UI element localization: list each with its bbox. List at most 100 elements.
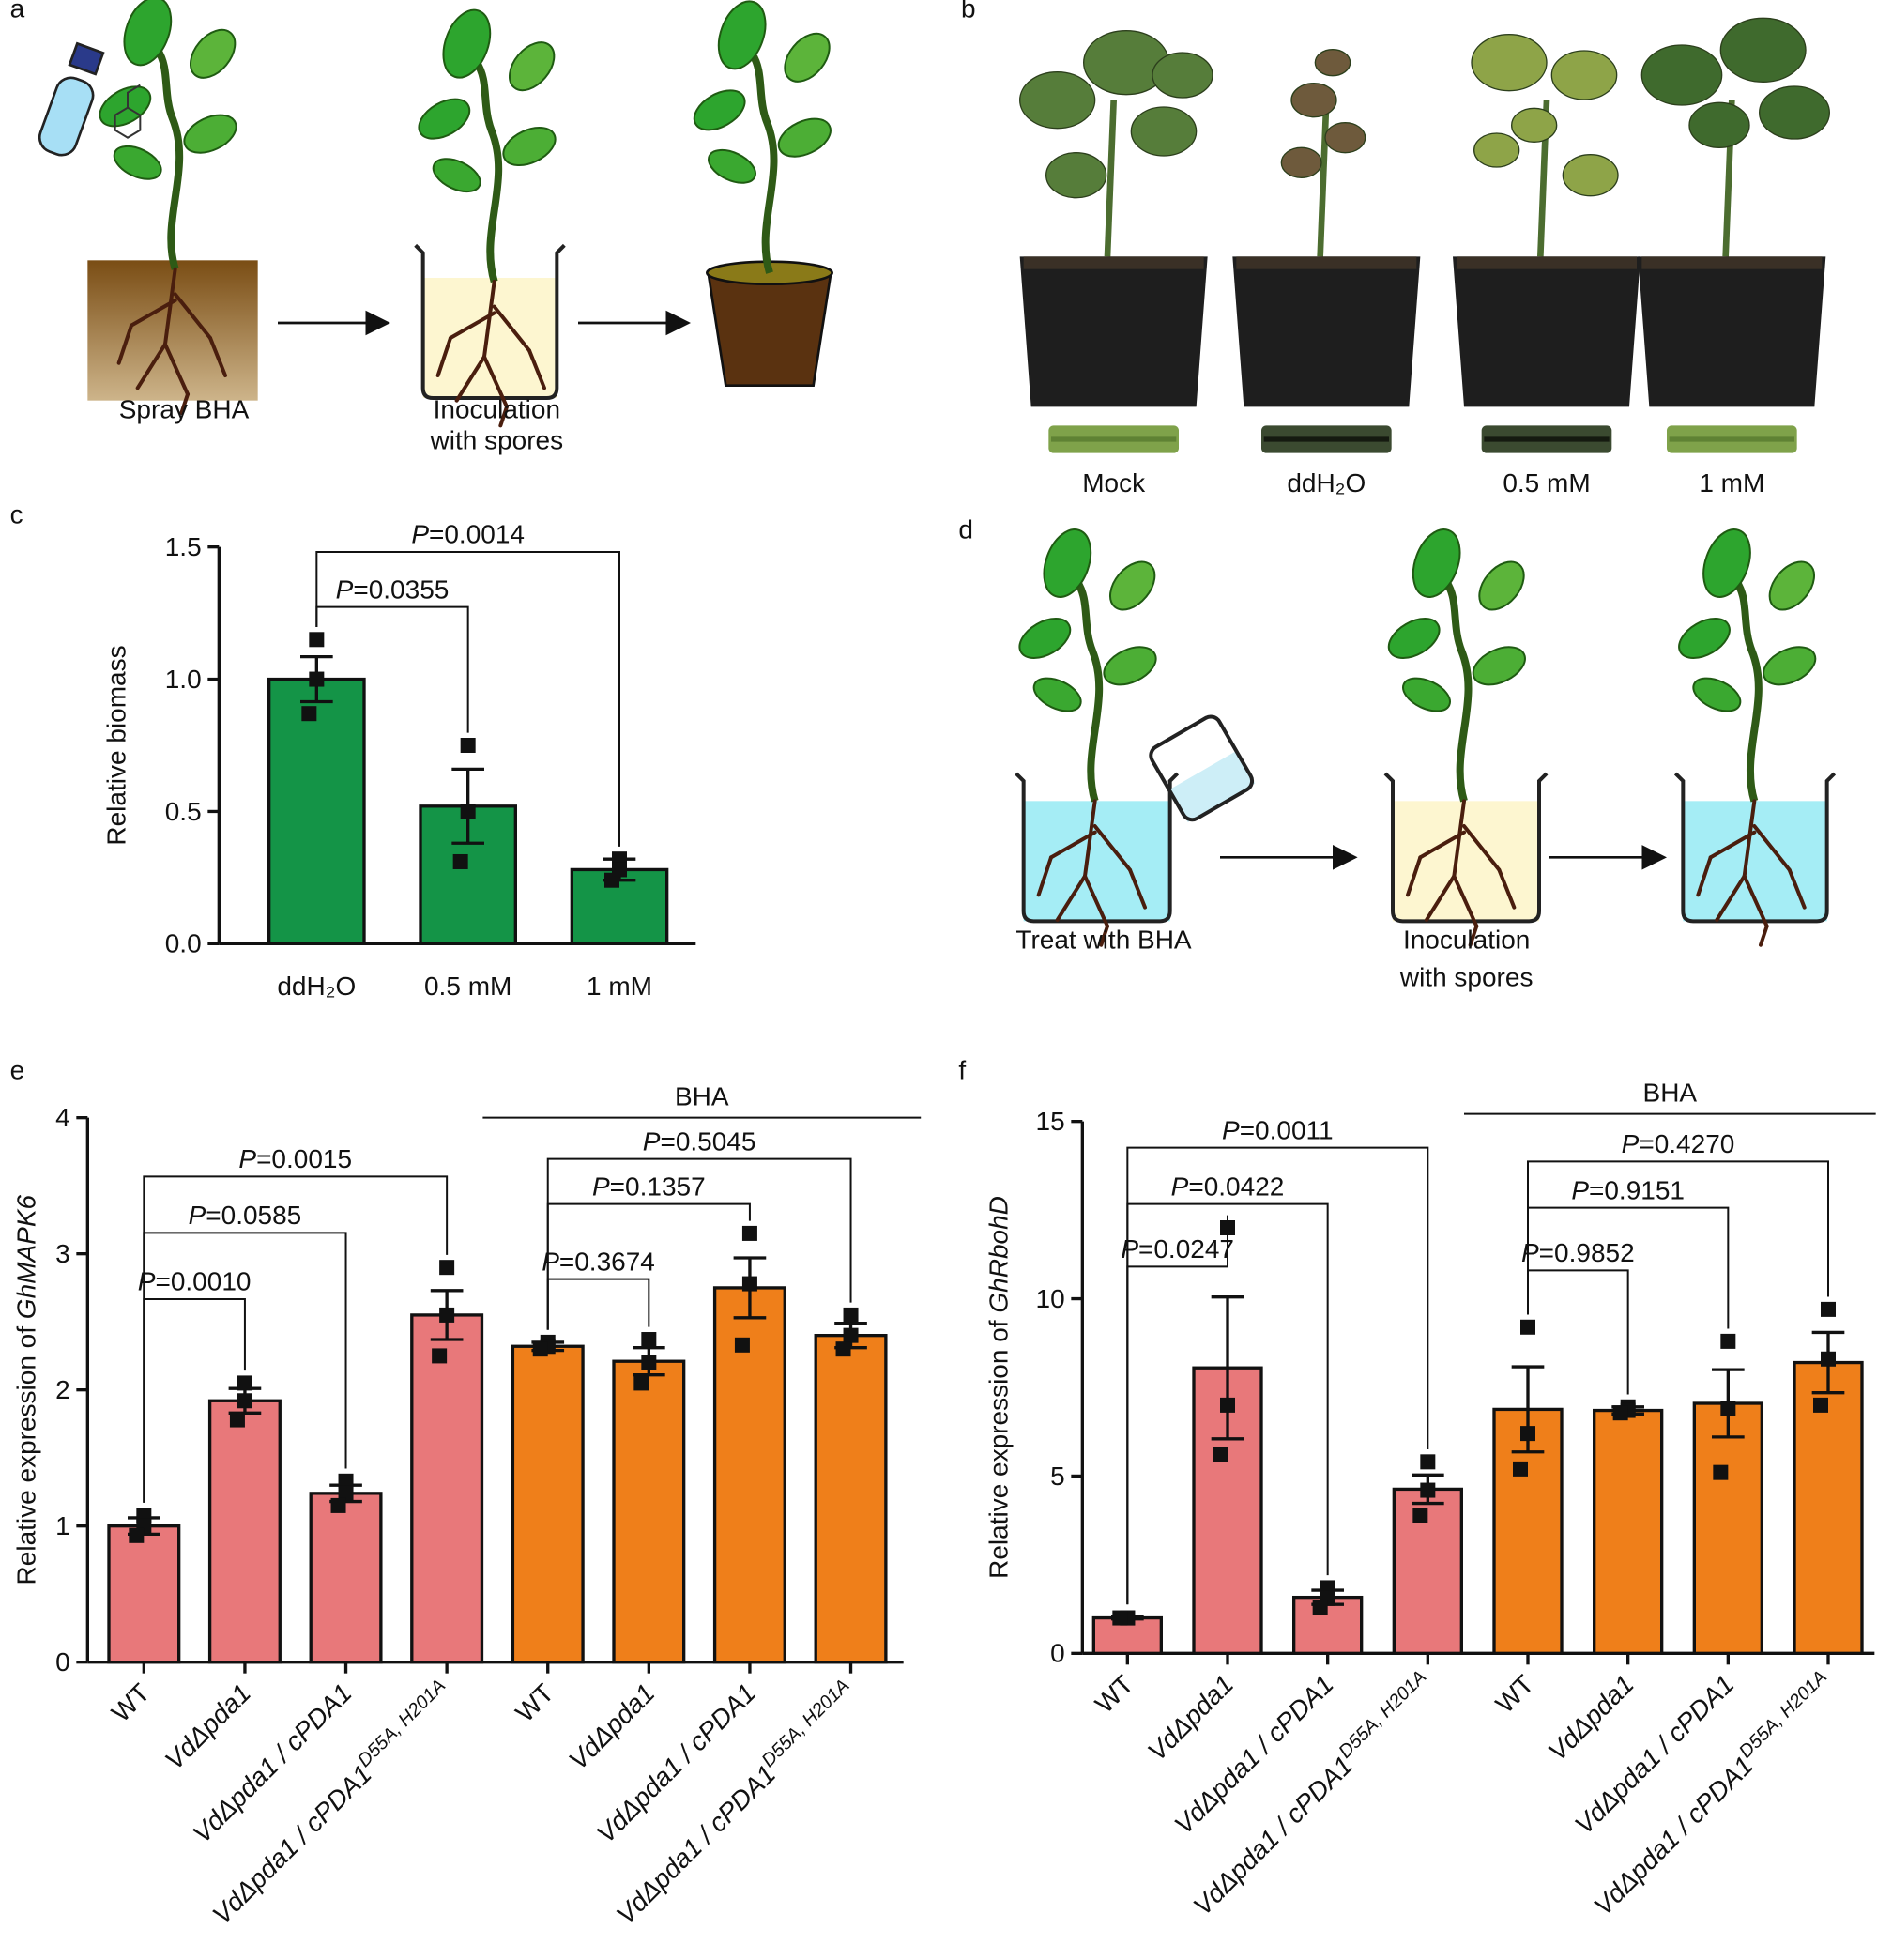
data-point	[1720, 1401, 1736, 1416]
category-superscript: D55A, H201A	[758, 1676, 854, 1771]
x-tick-label: VdΔpda1	[1142, 1669, 1239, 1766]
p-value: P=0.0355	[336, 574, 450, 604]
beaker-liquid	[422, 278, 557, 398]
root	[1036, 855, 1053, 897]
leaf	[432, 158, 481, 193]
data-point	[452, 853, 468, 869]
leaf	[509, 41, 556, 92]
p-value: P=0.0014	[411, 520, 525, 549]
bar	[511, 1344, 585, 1664]
data-point	[129, 1527, 145, 1543]
plant-leaf	[1324, 122, 1366, 154]
y-axis-label: Relative biomass	[101, 645, 130, 845]
root	[1708, 830, 1757, 860]
data-point	[835, 1341, 851, 1357]
leaf	[183, 114, 237, 154]
root	[449, 311, 496, 340]
stem	[1733, 579, 1763, 803]
data-point	[460, 738, 476, 753]
y-axis-label: Relative expression of GhMAPK6	[11, 1194, 40, 1585]
beaker	[1149, 714, 1255, 822]
root	[163, 267, 177, 346]
plant-leaf	[1510, 107, 1558, 143]
plant-leaf	[1290, 82, 1337, 118]
root	[1418, 830, 1466, 860]
y-tick-label: 1.0	[165, 665, 202, 694]
data-point	[460, 804, 476, 819]
x-tick-label: VdΔpda1	[160, 1678, 256, 1775]
data-point	[338, 1485, 354, 1501]
data-point	[633, 1375, 649, 1391]
plant-leaf	[1550, 50, 1618, 100]
stem	[154, 48, 184, 270]
y-tick-label: 0.0	[165, 929, 202, 958]
bar	[1592, 1408, 1664, 1655]
leaf	[1402, 677, 1451, 712]
plant-leaf	[1130, 106, 1198, 157]
root	[1468, 924, 1479, 947]
step-label: Inoculation	[434, 394, 560, 423]
data-point	[1513, 1461, 1528, 1477]
data-point	[641, 1355, 657, 1370]
plant-pot	[1638, 256, 1826, 407]
leaf	[708, 148, 756, 184]
data-point	[1520, 1319, 1535, 1335]
y-tick-label: 10	[1036, 1284, 1065, 1313]
root	[1452, 874, 1479, 928]
category-name: VdΔpda1	[160, 1678, 256, 1775]
leaf	[99, 85, 152, 128]
category-superscript: D55A, H201A	[354, 1676, 450, 1771]
root	[1752, 824, 1792, 872]
p-value: P=0.0015	[238, 1144, 352, 1173]
root	[1099, 924, 1109, 947]
data-point	[1420, 1454, 1436, 1470]
root	[1406, 855, 1423, 897]
y-axis-label: Relative expression of GhRbohD	[984, 1196, 1013, 1579]
plant-stem	[1317, 100, 1330, 257]
root	[1787, 867, 1807, 910]
stem	[748, 52, 778, 274]
leaf	[717, 0, 767, 70]
leaf	[502, 126, 557, 167]
panel-label: d	[958, 514, 973, 544]
bar	[107, 1524, 181, 1664]
root	[1083, 799, 1097, 879]
root	[135, 342, 167, 390]
data-point	[604, 872, 619, 888]
plant-leaf	[1719, 17, 1807, 83]
data-point	[1713, 1464, 1729, 1480]
x-tick-label: WT	[106, 1678, 156, 1728]
root	[492, 304, 531, 353]
leaf	[1678, 618, 1731, 659]
leaf	[784, 32, 831, 83]
data-point	[1312, 1600, 1328, 1615]
data-point	[338, 1473, 354, 1489]
y-axis-label-text: Relative biomass	[101, 645, 130, 845]
x-tick-label: ddH₂O	[277, 972, 356, 1001]
significance-bracket	[546, 1278, 650, 1330]
y-tick-label: 1	[55, 1511, 70, 1540]
p-value: P=0.0422	[1171, 1171, 1285, 1201]
significance-bracket	[1527, 1269, 1629, 1395]
plant-leaf	[1152, 52, 1213, 99]
data-point	[1612, 1405, 1628, 1421]
leaf	[1472, 646, 1526, 686]
x-tick-label: WT	[510, 1678, 559, 1728]
root	[454, 355, 486, 403]
significance-bracket	[1126, 1146, 1429, 1605]
p-value: P=0.4270	[1622, 1129, 1735, 1158]
leaf	[1387, 618, 1441, 659]
beaker	[1015, 772, 1180, 924]
step-label: Spray BHA	[119, 394, 250, 423]
leaf	[442, 8, 492, 79]
stem	[1442, 579, 1473, 803]
plant-leaf	[1045, 152, 1107, 199]
data-point	[439, 1307, 455, 1323]
root	[1092, 824, 1132, 872]
leaf	[418, 98, 471, 140]
plant-pot	[1019, 256, 1208, 407]
root	[1049, 830, 1097, 860]
plant-leaf	[1640, 44, 1723, 106]
pot-soil	[1236, 256, 1417, 269]
